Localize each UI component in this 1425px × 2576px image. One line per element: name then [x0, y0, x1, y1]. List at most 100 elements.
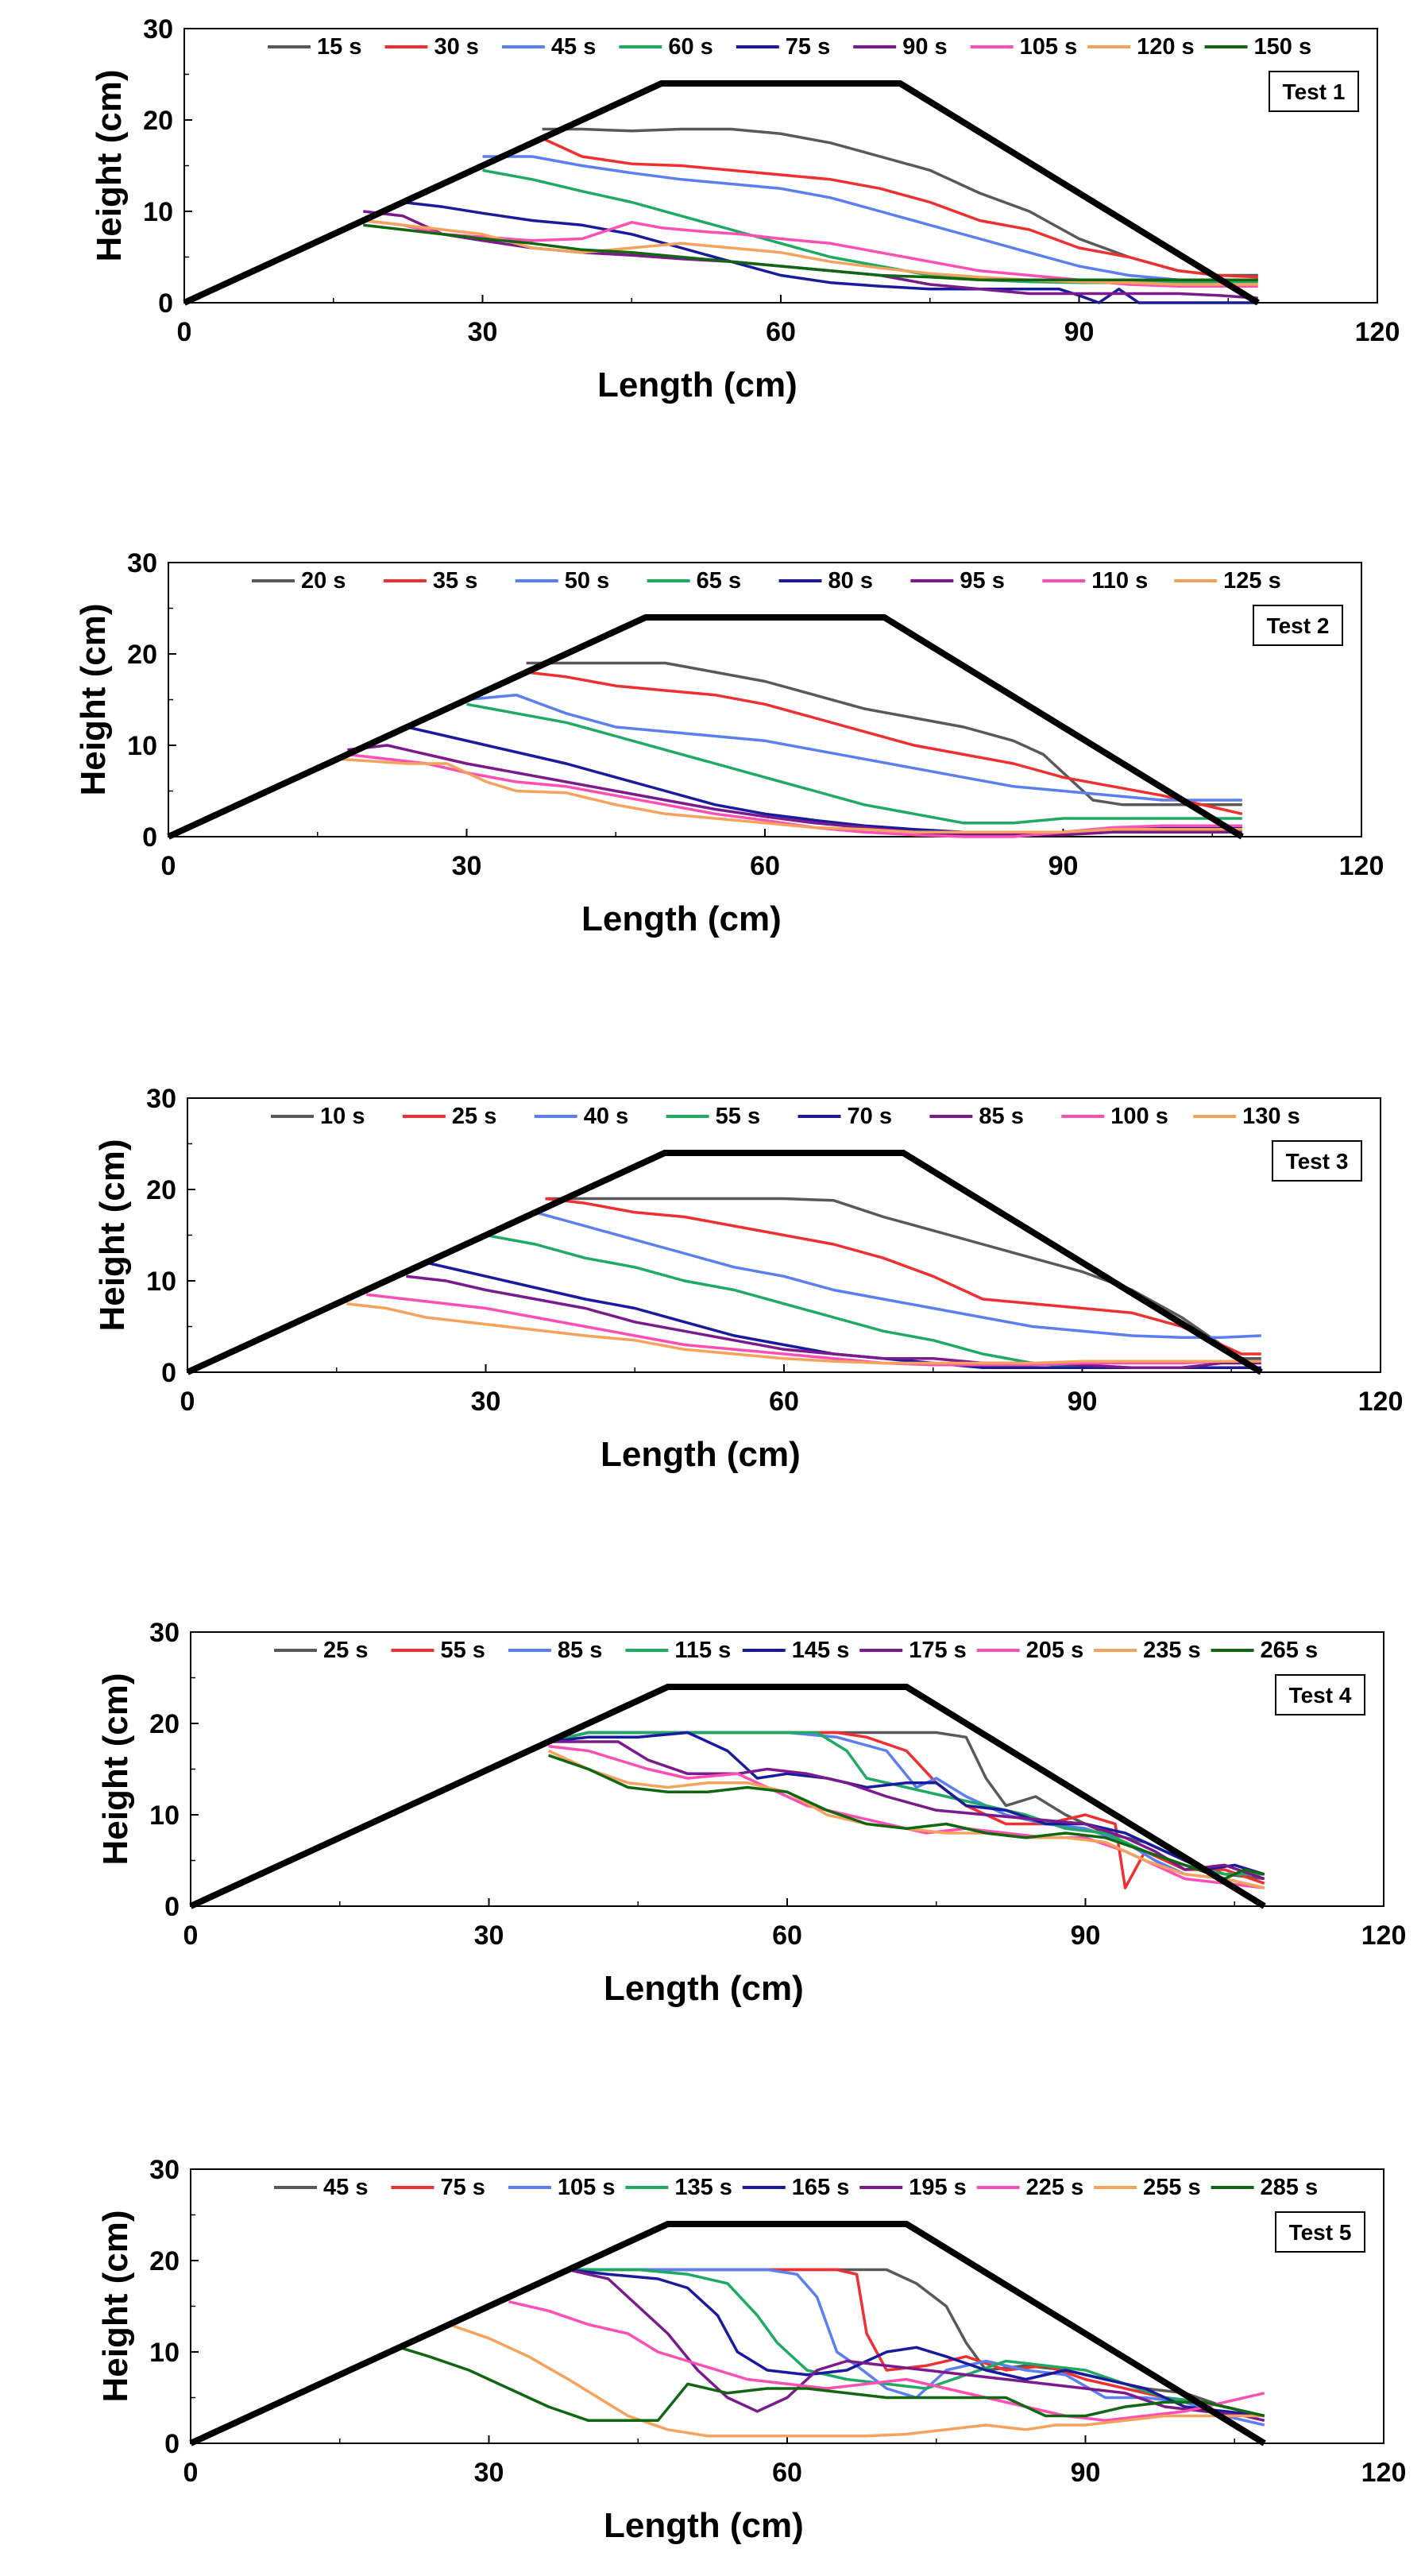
- legend-label: 70 s: [848, 1104, 892, 1129]
- legend-item: 195 s: [859, 2175, 967, 2200]
- test-label-box: [1272, 1140, 1362, 1182]
- series-line-95s: [347, 744, 1242, 837]
- test-label: Test 2: [1267, 613, 1330, 638]
- series-line-175s: [548, 1740, 1265, 1881]
- legend-label: 80 s: [828, 568, 873, 594]
- legend-label: 65 s: [697, 568, 741, 594]
- legend-item: 75 s: [391, 2175, 485, 2200]
- legend-item: 35 s: [383, 568, 477, 594]
- x-tick-label: 30: [468, 317, 498, 347]
- x-tick-label: 90: [1068, 1387, 1098, 1417]
- series-line-125s: [337, 757, 1242, 834]
- x-tick-label: 90: [1064, 317, 1095, 347]
- legend-item: 205 s: [976, 1638, 1084, 1663]
- legend-label: 285 s: [1261, 2175, 1319, 2200]
- chart-svg: 0 10 20 30 0 30 60 90 120 Length (cm) Height (cm) 1…: [90, 14, 1400, 404]
- legend-label: 55 s: [440, 1638, 485, 1663]
- series-line-195s: [568, 2268, 1265, 2423]
- x-tick-label: 30: [471, 1387, 501, 1417]
- legend-label: 130 s: [1242, 1104, 1300, 1129]
- chart-svg: 0 10 20 30 0 30 60 90 120 Length (cm) Height (cm) 4…: [96, 2155, 1407, 2545]
- series-line-150s: [363, 223, 1258, 282]
- legend-label: 255 s: [1143, 2175, 1201, 2200]
- legend-item: 105 s: [970, 34, 1077, 60]
- legend-label: 175 s: [909, 1638, 967, 1663]
- chart-svg: 0 10 20 30 0 30 60 90 120 Length (cm) Height (cm) 1…: [93, 1084, 1404, 1474]
- legend-item: 65 s: [647, 568, 741, 594]
- chart-panel-1: 0 10 20 30 0 30 60 90 120 Length (cm) Height (cm) 1…: [0, 0, 1425, 435]
- legend-item: 55 s: [391, 1638, 485, 1663]
- y-tick-label: 0: [142, 822, 157, 853]
- legend-label: 145 s: [792, 1638, 850, 1663]
- test-label: Test 3: [1286, 1149, 1349, 1174]
- legend-label: 45 s: [551, 34, 596, 60]
- y-tick-label: 20: [149, 2246, 180, 2276]
- x-axis-title: Length (cm): [604, 1969, 804, 2008]
- series-line-100s: [366, 1293, 1261, 1367]
- legend-item: 120 s: [1087, 34, 1195, 60]
- legend-item: 175 s: [859, 1638, 967, 1663]
- legend-item: 80 s: [778, 568, 873, 594]
- legend-item: 25 s: [402, 1104, 496, 1129]
- y-tick-label: 20: [149, 1709, 180, 1739]
- initial-dam-outline: [189, 1684, 1266, 1909]
- x-axis-title: Length (cm): [581, 899, 782, 938]
- series-line-20s: [526, 661, 1242, 806]
- legend-item: 30 s: [384, 34, 479, 60]
- series-line-255s: [448, 2323, 1265, 2438]
- series-line-225s: [508, 2299, 1265, 2423]
- plot-frame: [190, 1631, 1384, 1907]
- x-tick-label: 90: [1071, 1920, 1101, 1951]
- y-tick-label: 30: [146, 1084, 176, 1114]
- y-axis-title: Height (cm): [74, 604, 113, 796]
- legend-label: 25 s: [452, 1104, 496, 1129]
- y-tick-label: 10: [149, 2338, 180, 2368]
- y-axis-title: Height (cm): [96, 2210, 135, 2403]
- series-line-120s: [363, 219, 1258, 286]
- legend-item: 15 s: [268, 34, 361, 60]
- series-line-130s: [346, 1302, 1261, 1365]
- legend-label: 10 s: [320, 1104, 365, 1129]
- y-axis-title: Height (cm): [90, 70, 129, 262]
- series-line-80s: [407, 725, 1242, 834]
- y-tick-label: 0: [164, 2429, 180, 2459]
- x-tick-label: 0: [183, 1920, 199, 1951]
- initial-dam-outline: [167, 614, 1244, 840]
- legend-item: 110 s: [1042, 568, 1148, 594]
- x-tick-label: 0: [180, 1387, 195, 1417]
- legend-label: 15 s: [317, 34, 361, 60]
- x-tick-label: 60: [772, 2458, 802, 2488]
- legend-label: 25 s: [323, 1638, 368, 1663]
- legend-label: 60 s: [668, 34, 712, 60]
- legend-item: 45 s: [274, 2175, 368, 2200]
- legend-item: 100 s: [1061, 1104, 1168, 1129]
- test-label-box: [1253, 605, 1343, 646]
- legend-label: 265 s: [1261, 1638, 1319, 1663]
- legend-item: 285 s: [1211, 2175, 1319, 2200]
- x-axis-title: Length (cm): [601, 1435, 801, 1474]
- legend-label: 125 s: [1223, 568, 1281, 594]
- y-tick-label: 0: [164, 1892, 180, 1922]
- test-label: Test 4: [1289, 1683, 1352, 1708]
- x-tick-label: 120: [1361, 1920, 1407, 1951]
- plot-frame: [168, 562, 1362, 837]
- legend-label: 205 s: [1026, 1638, 1084, 1663]
- legend-item: 70 s: [797, 1104, 892, 1129]
- legend-label: 135 s: [674, 2175, 732, 2200]
- legend-label: 20 s: [301, 568, 346, 594]
- chart-panel-4: 0 10 20 30 0 30 60 90 120 Length (cm) Height (cm) 2…: [0, 1603, 1425, 2039]
- legend-item: 235 s: [1094, 1638, 1201, 1663]
- series-line-75s: [403, 200, 1258, 304]
- legend-label: 120 s: [1137, 34, 1195, 60]
- x-tick-label: 60: [769, 1387, 799, 1417]
- x-tick-label: 120: [1361, 2458, 1407, 2488]
- initial-dam-outline: [186, 1150, 1263, 1375]
- chart-svg: 0 10 20 30 0 30 60 90 120 Length (cm) Height (cm) 2…: [74, 548, 1384, 938]
- legend-item: 255 s: [1094, 2175, 1201, 2200]
- y-tick-label: 10: [146, 1267, 176, 1297]
- legend-item: 105 s: [508, 2175, 615, 2200]
- series-line-205s: [548, 1745, 1265, 1889]
- x-tick-label: 120: [1358, 1387, 1404, 1417]
- y-tick-label: 30: [149, 1618, 180, 1648]
- legend-label: 35 s: [433, 568, 477, 594]
